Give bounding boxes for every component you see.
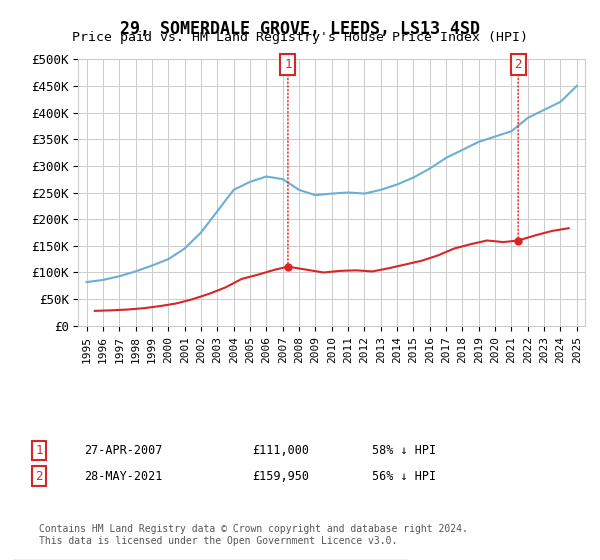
Text: £159,950: £159,950 [252, 469, 309, 483]
Text: 58% ↓ HPI: 58% ↓ HPI [372, 444, 436, 458]
Text: £111,000: £111,000 [252, 444, 309, 458]
Text: 29, SOMERDALE GROVE, LEEDS, LS13 4SD: 29, SOMERDALE GROVE, LEEDS, LS13 4SD [120, 20, 480, 38]
Text: Contains HM Land Registry data © Crown copyright and database right 2024.
This d: Contains HM Land Registry data © Crown c… [39, 524, 468, 546]
Text: 1: 1 [284, 58, 292, 71]
Text: 2: 2 [514, 58, 522, 71]
Text: 27-APR-2007: 27-APR-2007 [84, 444, 163, 458]
Text: 2: 2 [35, 469, 43, 483]
Text: 56% ↓ HPI: 56% ↓ HPI [372, 469, 436, 483]
Text: 1: 1 [35, 444, 43, 458]
Text: Price paid vs. HM Land Registry's House Price Index (HPI): Price paid vs. HM Land Registry's House … [72, 31, 528, 44]
Text: 28-MAY-2021: 28-MAY-2021 [84, 469, 163, 483]
